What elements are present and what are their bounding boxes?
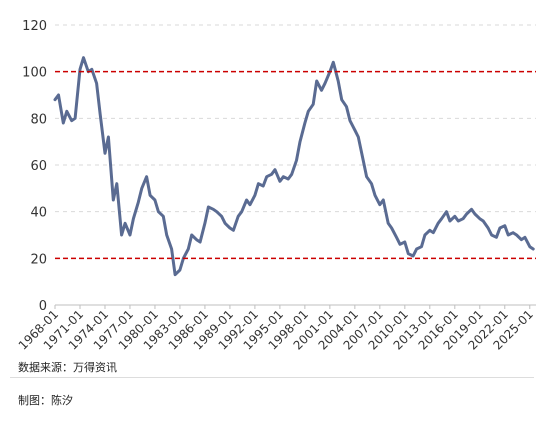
y-tick-label: 0 — [39, 299, 47, 314]
y-tick-label: 80 — [30, 112, 47, 127]
chart-author-note: 制图：陈汐 — [18, 394, 73, 407]
y-tick-label: 40 — [30, 206, 47, 221]
data-source-note: 数据来源：万得资讯 — [18, 361, 117, 374]
series-layer — [53, 56, 535, 277]
y-tick-label: 120 — [22, 19, 47, 34]
y-tick-label: 20 — [30, 252, 47, 267]
x-axis: 1968-011971-011974-011977-011980-011983-… — [16, 304, 536, 353]
grid-layer — [55, 24, 536, 259]
reference-lines — [55, 70, 536, 260]
y-tick-label: 100 — [22, 66, 47, 81]
divider — [10, 377, 534, 378]
series-line — [53, 56, 535, 277]
y-tick-label: 60 — [30, 159, 47, 174]
y-axis: 0 20 40 60 80 100 120 — [22, 19, 47, 314]
